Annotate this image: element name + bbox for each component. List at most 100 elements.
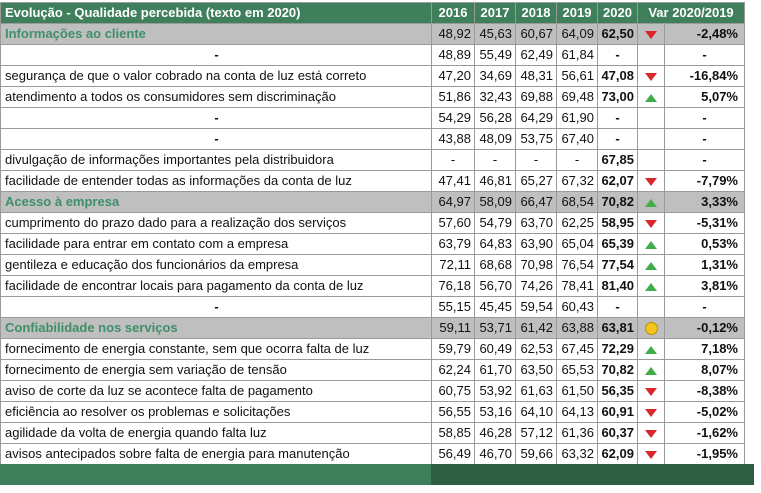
cell-2020: 67,85: [597, 149, 638, 171]
cell-2016: 48,89: [431, 44, 475, 66]
year-header-2020: 2020: [597, 2, 638, 24]
cell-2016: 63,79: [431, 233, 475, 255]
cell-2019: 67,32: [556, 170, 598, 192]
cell-2017: 56,28: [474, 107, 516, 129]
up-triangle-icon: [645, 261, 657, 270]
cell-2019: -: [556, 149, 598, 171]
row-label: eficiência ao resolver os problemas e so…: [0, 401, 432, 423]
cell-2017: 53,92: [474, 380, 516, 402]
cell-2016: 57,60: [431, 212, 475, 234]
table-row: avisos antecipados sobre falta de energi…: [0, 443, 745, 465]
variation-value: -1,62%: [664, 422, 745, 444]
cell-2018: 64,29: [515, 107, 557, 129]
trend-indicator-cell: [637, 44, 665, 66]
section-label: Acesso à empresa: [0, 191, 432, 213]
table-row: -48,89 55,49 62,49 61,84- -: [0, 44, 745, 66]
cell-2016: 59,79: [431, 338, 475, 360]
cell-2018: 59,66: [515, 443, 557, 465]
cell-2016: 56,55: [431, 401, 475, 423]
cell-2017: 32,43: [474, 86, 516, 108]
cell-2017: 68,68: [474, 254, 516, 276]
trend-indicator-cell: [637, 254, 665, 276]
cell-2020: 60,37: [597, 422, 638, 444]
cell-2016: 72,11: [431, 254, 475, 276]
variation-value: -: [664, 107, 745, 129]
row-label: cumprimento do prazo dado para a realiza…: [0, 212, 432, 234]
cell-2019: 61,36: [556, 422, 598, 444]
year-header-2019: 2019: [556, 2, 598, 24]
cell-2018: -: [515, 149, 557, 171]
trend-indicator-cell: [637, 380, 665, 402]
variation-value: -1,95%: [664, 443, 745, 465]
cell-2018: 60,67: [515, 23, 557, 45]
trend-indicator-cell: [637, 233, 665, 255]
cell-2018: 65,27: [515, 170, 557, 192]
trend-indicator-cell: [637, 86, 665, 108]
table-row: fornecimento de energia sem variação de …: [0, 359, 745, 381]
up-triangle-icon: [645, 282, 657, 291]
cell-2020: 81,40: [597, 275, 638, 297]
cell-2018: 74,26: [515, 275, 557, 297]
trend-indicator-cell: [637, 338, 665, 360]
cell-2017: 56,70: [474, 275, 516, 297]
cell-2018: 63,90: [515, 233, 557, 255]
cell-2017: 46,81: [474, 170, 516, 192]
trend-indicator-cell: [637, 443, 665, 465]
cell-2020: -: [597, 296, 638, 318]
header-row: Evolução - Qualidade percebida (texto em…: [0, 2, 745, 24]
cell-2019: 78,41: [556, 275, 598, 297]
cell-2017: 54,79: [474, 212, 516, 234]
cell-2017: 48,09: [474, 128, 516, 150]
table-row: fornecimento de energia constante, sem q…: [0, 338, 745, 360]
row-label: segurança de que o valor cobrado na cont…: [0, 65, 432, 87]
quality-table: Evolução - Qualidade percebida (texto em…: [0, 2, 745, 465]
cell-2018: 62,49: [515, 44, 557, 66]
table-row: facilidade de entender todas as informaç…: [0, 170, 745, 192]
table-row: gentileza e educação dos funcionários da…: [0, 254, 745, 276]
table-row: -55,15 45,45 59,54 60,43- -: [0, 296, 745, 318]
variation-value: 3,33%: [664, 191, 745, 213]
trend-indicator-cell: [637, 296, 665, 318]
trend-indicator-cell: [637, 128, 665, 150]
down-triangle-icon: [645, 30, 657, 39]
down-triangle-icon: [645, 219, 657, 228]
variation-value: 5,07%: [664, 86, 745, 108]
cell-2019: 65,53: [556, 359, 598, 381]
cell-2020: 62,07: [597, 170, 638, 192]
cell-2018: 61,42: [515, 317, 557, 339]
row-label: aviso de corte da luz se acontece falta …: [0, 380, 432, 402]
up-triangle-icon: [645, 240, 657, 249]
variation-value: 8,07%: [664, 359, 745, 381]
row-label: fornecimento de energia constante, sem q…: [0, 338, 432, 360]
cell-2019: 64,09: [556, 23, 598, 45]
cell-2020: 47,08: [597, 65, 638, 87]
cell-2017: 60,49: [474, 338, 516, 360]
table-row: aviso de corte da luz se acontece falta …: [0, 380, 745, 402]
table-row: cumprimento do prazo dado para a realiza…: [0, 212, 745, 234]
cell-2018: 57,12: [515, 422, 557, 444]
trend-indicator-cell: [637, 170, 665, 192]
cell-2019: 76,54: [556, 254, 598, 276]
cell-2017: 58,09: [474, 191, 516, 213]
cell-2019: 68,54: [556, 191, 598, 213]
cell-2016: 51,86: [431, 86, 475, 108]
section-label: Informações ao cliente: [0, 23, 432, 45]
cell-2017: 55,49: [474, 44, 516, 66]
cell-2017: 45,63: [474, 23, 516, 45]
cell-2018: 64,10: [515, 401, 557, 423]
cell-2020: 72,29: [597, 338, 638, 360]
row-label: -: [0, 44, 432, 66]
yellow-circle-icon: [644, 322, 658, 336]
table-row: atendimento a todos os consumidores sem …: [0, 86, 745, 108]
variation-value: 1,31%: [664, 254, 745, 276]
cell-2019: 61,50: [556, 380, 598, 402]
cell-2019: 63,88: [556, 317, 598, 339]
cell-2018: 63,70: [515, 212, 557, 234]
table-row: eficiência ao resolver os problemas e so…: [0, 401, 745, 423]
cell-2018: 48,31: [515, 65, 557, 87]
cell-2017: 64,83: [474, 233, 516, 255]
down-triangle-icon: [645, 450, 657, 459]
cell-2018: 63,50: [515, 359, 557, 381]
down-triangle-icon: [645, 177, 657, 186]
variation-value: 7,18%: [664, 338, 745, 360]
